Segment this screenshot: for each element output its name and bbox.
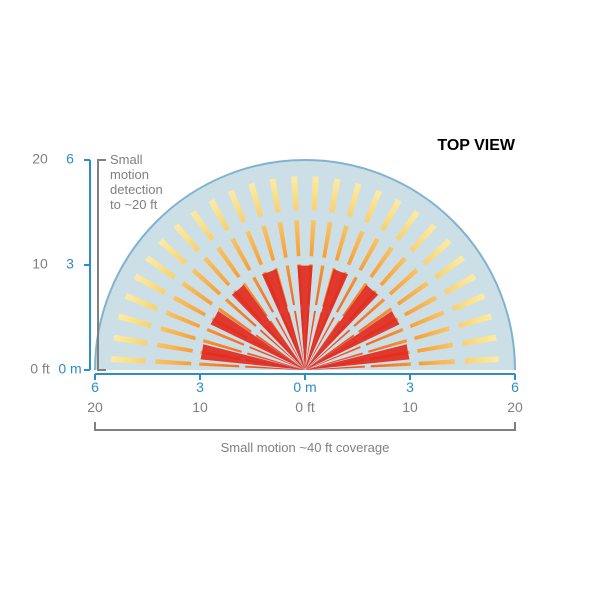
y-axis-m-label: 3 bbox=[66, 256, 74, 272]
y-axis-m-label: 6 bbox=[66, 151, 74, 167]
y-axis-ft-label: 0 ft bbox=[30, 361, 50, 377]
diagram-title: TOP VIEW bbox=[437, 137, 516, 154]
y-axis-note: detection bbox=[110, 182, 163, 197]
x-axis-m-label: 3 bbox=[406, 379, 414, 395]
x-axis-ft-label: 10 bbox=[402, 399, 418, 415]
x-axis-m-label: 0 m bbox=[293, 379, 316, 395]
x-axis-ft-label: 20 bbox=[87, 399, 103, 415]
x-axis-m-label: 6 bbox=[511, 379, 519, 395]
x-axis-ft-label: 20 bbox=[507, 399, 523, 415]
x-axis-m-label: 6 bbox=[91, 379, 99, 395]
x-axis-m-label: 3 bbox=[196, 379, 204, 395]
x-axis-ft-label: 10 bbox=[192, 399, 208, 415]
x-axis-ft-label: 0 ft bbox=[295, 399, 315, 415]
y-axis-ft-label: 10 bbox=[32, 256, 48, 272]
y-axis-ft-label: 20 bbox=[32, 151, 48, 167]
y-axis-note: to ~20 ft bbox=[110, 197, 158, 212]
y-axis-note: Small bbox=[110, 152, 143, 167]
y-axis-note: motion bbox=[110, 167, 149, 182]
x-bracket bbox=[95, 422, 515, 430]
y-axis-m-label: 0 m bbox=[58, 361, 81, 377]
x-axis-note: Small motion ~40 ft coverage bbox=[221, 440, 390, 455]
